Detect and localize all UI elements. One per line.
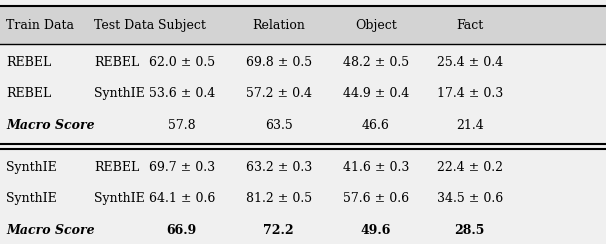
Text: Macro Score: Macro Score	[6, 119, 95, 132]
Text: 66.9: 66.9	[167, 224, 197, 237]
Text: 81.2 ± 0.5: 81.2 ± 0.5	[245, 192, 312, 205]
Text: REBEL: REBEL	[6, 87, 52, 101]
Text: SynthIE: SynthIE	[94, 192, 145, 205]
Text: 46.6: 46.6	[362, 119, 390, 132]
Text: 44.9 ± 0.4: 44.9 ± 0.4	[342, 87, 409, 101]
Text: 57.8: 57.8	[168, 119, 196, 132]
Text: Fact: Fact	[456, 19, 483, 32]
Text: 34.5 ± 0.6: 34.5 ± 0.6	[436, 192, 503, 205]
Text: 25.4 ± 0.4: 25.4 ± 0.4	[436, 56, 503, 69]
Text: 64.1 ± 0.6: 64.1 ± 0.6	[148, 192, 215, 205]
Text: Test Data: Test Data	[94, 19, 154, 32]
Text: REBEL: REBEL	[6, 56, 52, 69]
Text: REBEL: REBEL	[94, 56, 139, 69]
Text: 17.4 ± 0.3: 17.4 ± 0.3	[436, 87, 503, 101]
Text: 57.6 ± 0.6: 57.6 ± 0.6	[342, 192, 409, 205]
Text: 21.4: 21.4	[456, 119, 484, 132]
Text: SynthIE: SynthIE	[94, 87, 145, 101]
Text: 53.6 ± 0.4: 53.6 ± 0.4	[148, 87, 215, 101]
Text: 62.0 ± 0.5: 62.0 ± 0.5	[148, 56, 215, 69]
Text: 69.8 ± 0.5: 69.8 ± 0.5	[245, 56, 312, 69]
Text: Object: Object	[355, 19, 396, 32]
Text: 69.7 ± 0.3: 69.7 ± 0.3	[148, 161, 215, 174]
Text: Train Data: Train Data	[6, 19, 74, 32]
Text: 63.5: 63.5	[265, 119, 293, 132]
Text: 48.2 ± 0.5: 48.2 ± 0.5	[342, 56, 409, 69]
Text: Subject: Subject	[158, 19, 206, 32]
Text: SynthIE: SynthIE	[6, 192, 57, 205]
Text: Macro Score: Macro Score	[6, 224, 95, 237]
Text: 28.5: 28.5	[454, 224, 485, 237]
Text: 22.4 ± 0.2: 22.4 ± 0.2	[437, 161, 502, 174]
Text: 49.6: 49.6	[361, 224, 391, 237]
Text: REBEL: REBEL	[94, 161, 139, 174]
Bar	[0, 6, 606, 44]
Text: 72.2: 72.2	[264, 224, 294, 237]
Text: 63.2 ± 0.3: 63.2 ± 0.3	[245, 161, 312, 174]
Text: SynthIE: SynthIE	[6, 161, 57, 174]
Text: Relation: Relation	[252, 19, 305, 32]
Text: 41.6 ± 0.3: 41.6 ± 0.3	[342, 161, 409, 174]
Text: 57.2 ± 0.4: 57.2 ± 0.4	[246, 87, 311, 101]
